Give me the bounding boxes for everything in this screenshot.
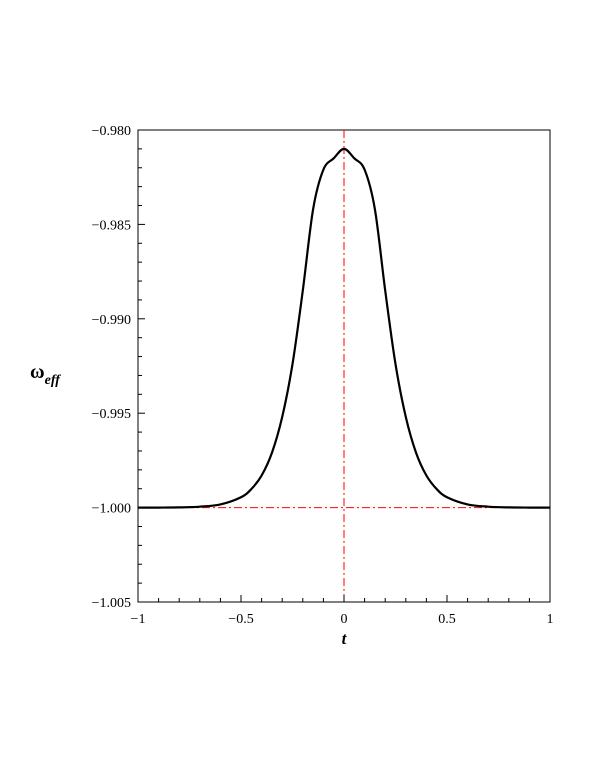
x-tick-label: −0.5	[228, 612, 253, 627]
y-tick-label: −1.005	[92, 596, 131, 611]
x-tick-label: −1	[131, 612, 146, 627]
y-tick-label: −0.995	[92, 407, 131, 422]
x-tick-label: 0.5	[438, 612, 456, 627]
y-tick-label: −0.990	[92, 313, 131, 328]
x-tick-label: 1	[547, 612, 554, 627]
y-tick-label: −1.000	[92, 502, 131, 517]
y-axis-label-symbol: ω	[30, 361, 45, 383]
ticks	[137, 129, 551, 603]
y-tick-label: −0.985	[92, 218, 131, 233]
y-axis-label-subscript: eff	[45, 373, 62, 388]
series-layer	[137, 147, 551, 509]
y-tick-label: −0.980	[92, 124, 131, 139]
series-line	[137, 147, 551, 509]
x-tick-label: 0	[341, 612, 348, 627]
tick-labels: −1 −0.5 0 0.5 1 −0.980 −0.985 −0.990 −0.995 −1.00…	[92, 124, 554, 627]
y-axis-label: ωeff	[30, 361, 61, 388]
reference-lines	[138, 130, 550, 602]
x-axis-label: t	[342, 629, 348, 648]
